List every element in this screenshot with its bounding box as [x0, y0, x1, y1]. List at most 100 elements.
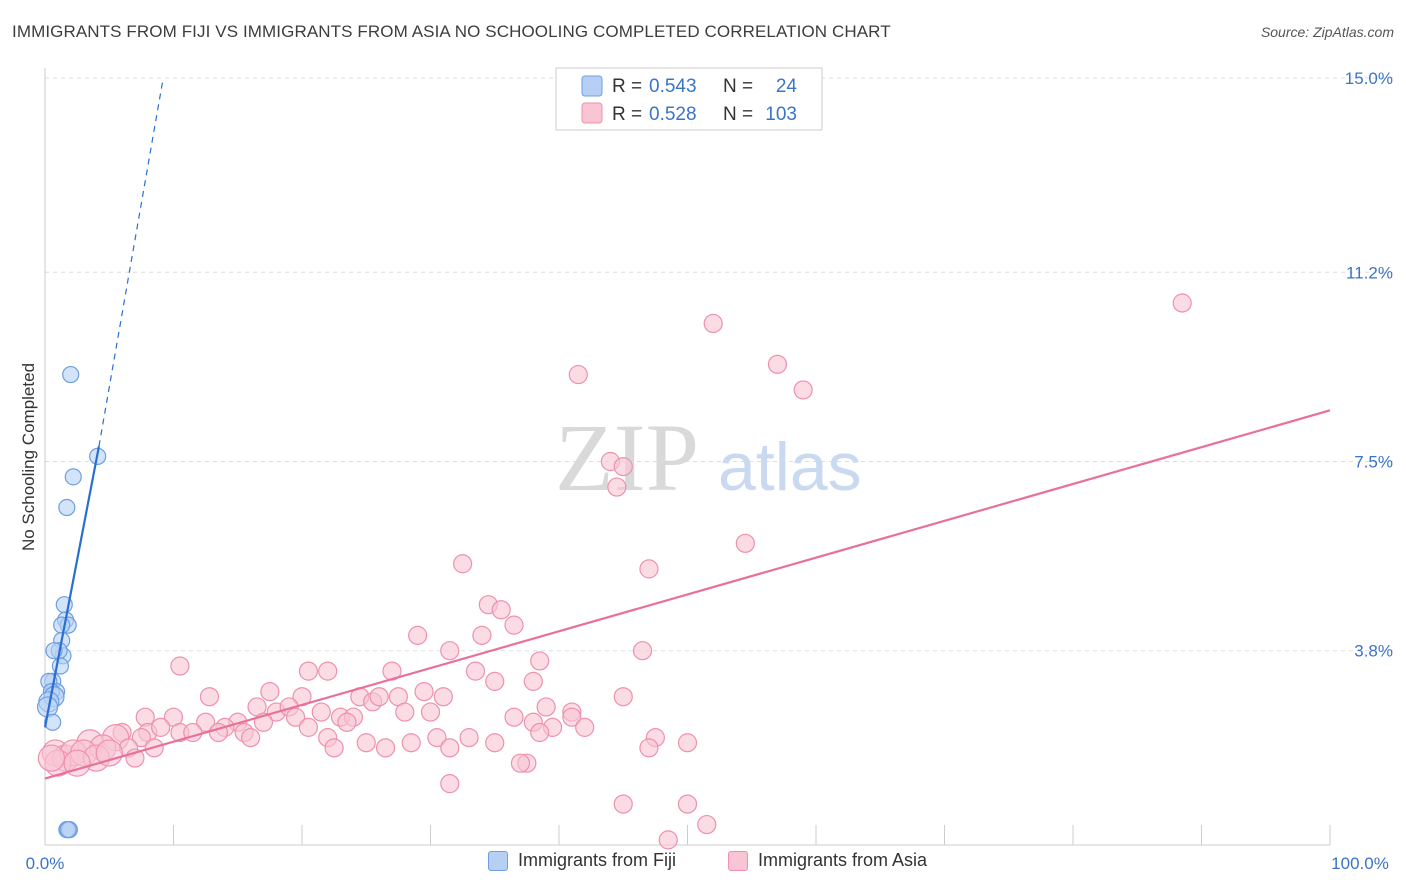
asia-point [703, 313, 723, 334]
asia-point [767, 354, 788, 374]
asia-point [318, 661, 338, 681]
grid-layer [45, 77, 1395, 652]
source-label: Source: ZipAtlas.com [1260, 24, 1394, 40]
y-tick-label: 15.0% [1345, 69, 1393, 88]
asia-point [504, 707, 524, 727]
fiji-point [58, 498, 76, 517]
bottom-legend-swatch-asia [728, 850, 748, 871]
fiji-point [64, 468, 82, 486]
y-tick-label: 7.5% [1354, 453, 1393, 472]
legend-swatch-fiji [581, 75, 603, 97]
asia-point [677, 733, 698, 753]
asia-point [408, 625, 428, 645]
asia-point [401, 733, 421, 753]
legend-n-value-fiji: 24 [776, 76, 798, 97]
asia-point [453, 554, 473, 574]
asia-point [395, 702, 415, 722]
asia-point [324, 738, 344, 758]
asia-point [562, 707, 582, 727]
asia-point [504, 615, 524, 635]
asia-point [311, 702, 331, 722]
asia-point [427, 728, 447, 748]
legend-r-value-asia: 0.528 [649, 104, 697, 125]
asia-point [632, 641, 653, 661]
asia-point [510, 753, 531, 773]
watermark-atlas: atlas [718, 429, 862, 505]
asia-point [485, 671, 505, 691]
asia-point [523, 671, 543, 691]
top-legend: R = 0.543 N = 24 R = 0.528 N = 103 [555, 67, 823, 131]
legend-r-label-fiji: R = [612, 76, 642, 97]
asia-point [472, 625, 492, 645]
legend-r-value-fiji: 0.543 [649, 76, 697, 97]
asia-point [465, 661, 486, 681]
asia-point [241, 728, 261, 748]
bottom-legend-label-fiji: Immigrants from Fiji [518, 850, 677, 870]
legend-n-label-asia: N = [723, 104, 753, 125]
axis-layer: 3.8% 7.5% 11.2% 15.0% 0.0% 100.0% [26, 68, 1393, 873]
asia-point [95, 739, 123, 767]
asia-point [440, 738, 460, 758]
asia-point [433, 687, 453, 707]
y-tick-label: 3.8% [1354, 642, 1393, 661]
bottom-legend-label-asia: Immigrants from Asia [758, 850, 928, 870]
fiji-trend-line [43, 445, 101, 728]
asia-point [337, 712, 357, 732]
bottom-legend-item-fiji: Immigrants from Fiji [488, 850, 676, 871]
asia-point [485, 733, 505, 753]
bottom-legend-swatch-fiji [488, 850, 508, 871]
asia-point [298, 661, 319, 681]
legend-n-value-asia: 103 [765, 104, 797, 125]
asia-point [536, 697, 556, 717]
asia-point [1172, 293, 1192, 313]
bottom-legend: Immigrants from Fiji Immigrants from Asi… [0, 850, 1406, 880]
asia-point [568, 364, 588, 385]
asia-point [131, 728, 151, 748]
watermark: ZIP atlas [555, 404, 862, 511]
fiji-point [53, 616, 71, 634]
y-axis-label: No Schooling Completed [19, 363, 38, 551]
legend-r-label-asia: R = [612, 104, 642, 125]
trend-layer [43, 77, 1331, 780]
asia-point [459, 728, 479, 748]
asia-point [63, 749, 91, 777]
asia-point [613, 457, 633, 477]
y-tick-label: 11.2% [1346, 263, 1393, 282]
x-tick-label: 0.0% [26, 854, 65, 873]
asia-point [607, 477, 627, 497]
asia-point [697, 814, 717, 835]
asia-point [735, 533, 755, 553]
asia-point [170, 656, 190, 676]
legend-swatch-asia [581, 102, 603, 124]
fiji-trend-extension [98, 77, 164, 447]
asia-point [260, 681, 280, 702]
asia-point [37, 744, 66, 772]
asia-trend-line [44, 409, 1331, 780]
asia-point [375, 738, 396, 758]
asia-point [491, 600, 511, 620]
asia-point [639, 559, 659, 579]
bottom-legend-item-asia: Immigrants from Asia [728, 850, 927, 871]
fiji-point [44, 713, 62, 731]
asia-point [639, 738, 659, 758]
asia-point [414, 681, 434, 702]
asia-point [793, 380, 813, 400]
asia-point [298, 717, 319, 737]
asia-points [37, 293, 1192, 850]
chart-title: IMMIGRANTS FROM FIJI VS IMMIGRANTS FROM … [12, 22, 891, 41]
asia-point [151, 717, 171, 737]
asia-point [199, 687, 220, 707]
asia-point [356, 733, 376, 753]
fiji-point [59, 821, 77, 839]
asia-point [196, 712, 216, 732]
asia-point [440, 641, 460, 661]
asia-point [530, 722, 550, 743]
asia-point [420, 702, 441, 722]
x-tick-label: 100.0% [1331, 854, 1389, 873]
fiji-point [62, 365, 80, 384]
asia-point [613, 794, 633, 814]
asia-point [658, 830, 678, 850]
asia-point [575, 717, 595, 737]
asia-point [613, 687, 633, 707]
asia-point [677, 794, 698, 814]
